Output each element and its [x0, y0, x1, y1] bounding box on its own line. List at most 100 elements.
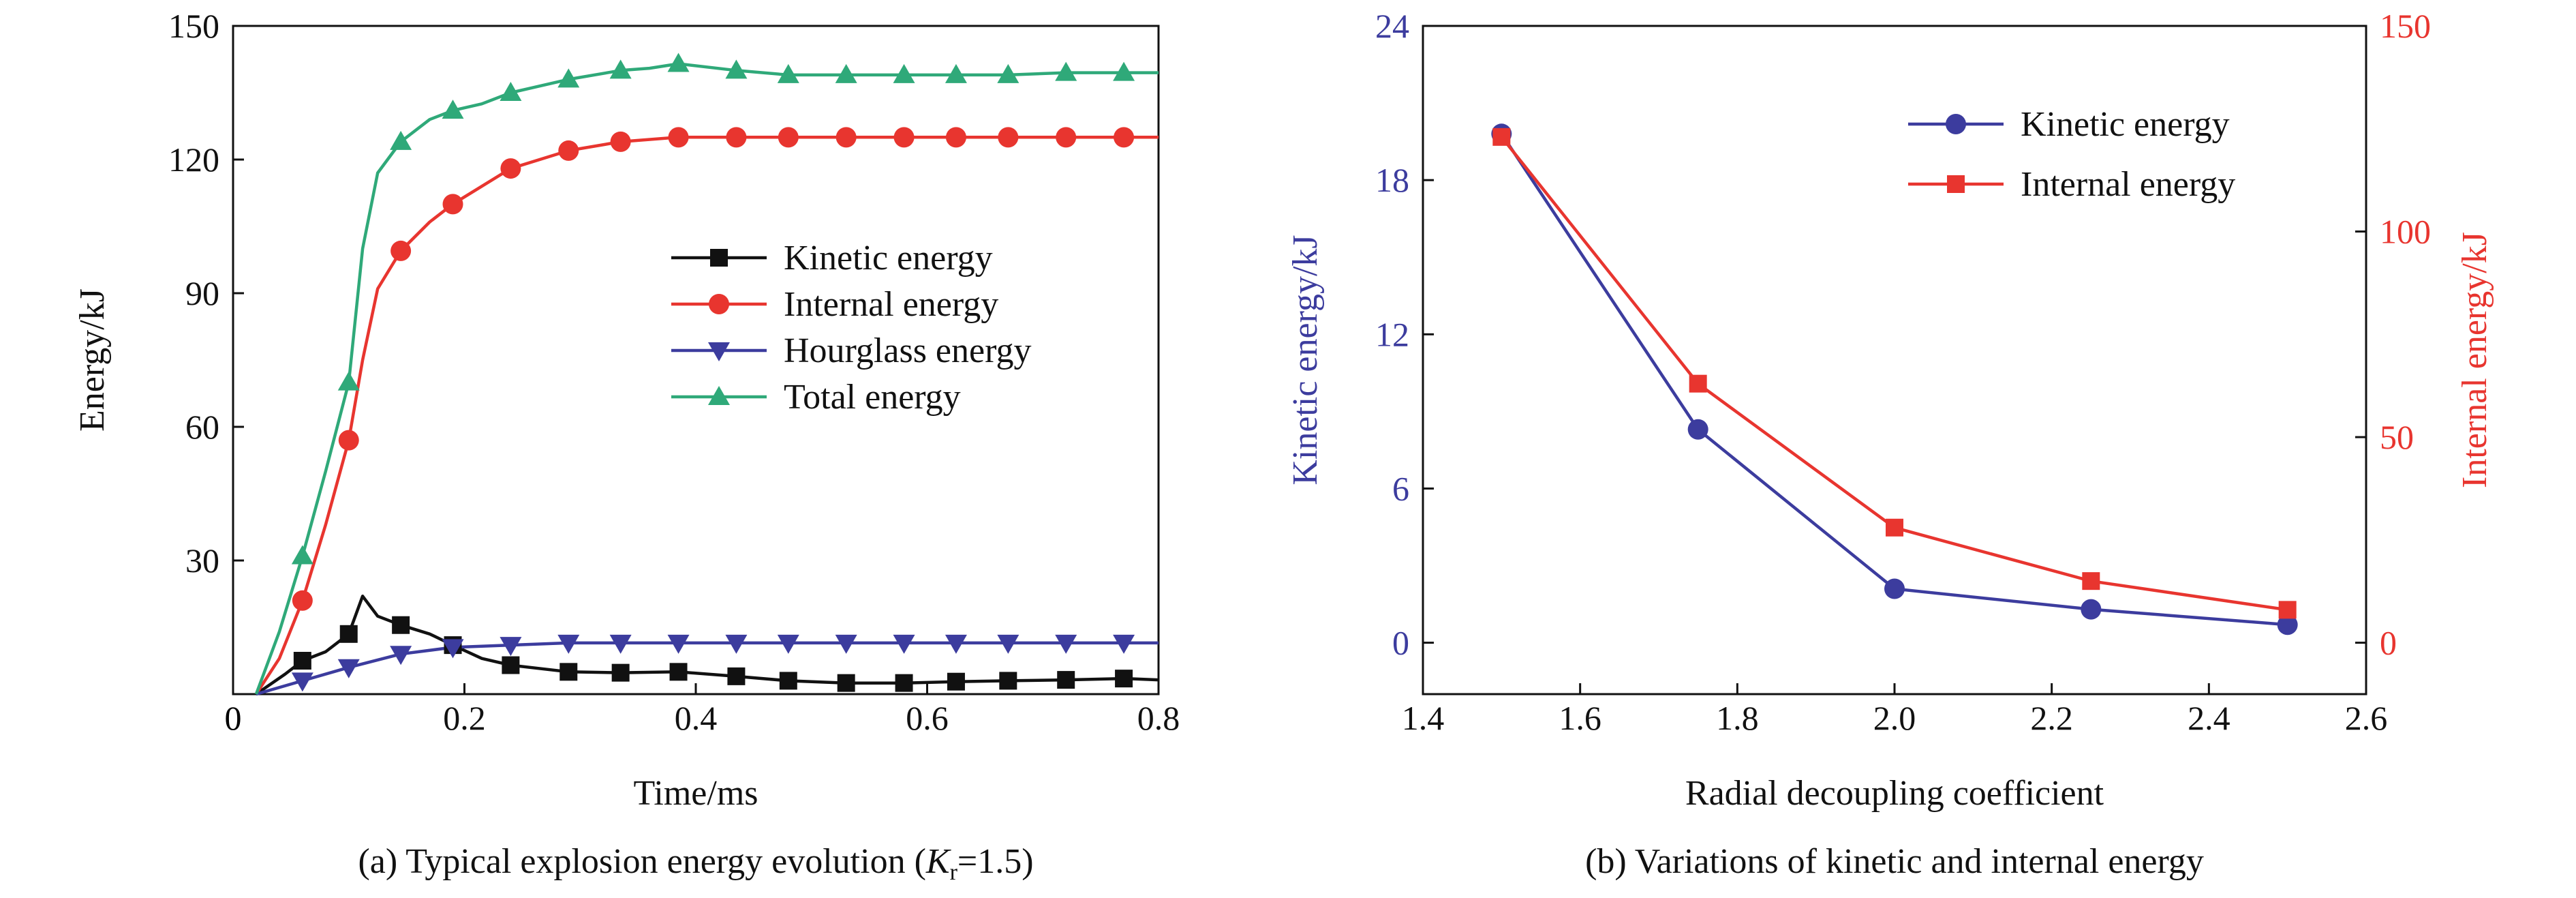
- panel-b-x-tick-label: 2.4: [2188, 699, 2230, 737]
- panel-a-x-tick-label: 0.8: [1137, 699, 1180, 737]
- panel-b-energy-variation: 1.4 1.6 1.8 2.0 2.2 2.4 2.6 0 6 12 18 24 0 50 100 150 K…: [1286, 7, 2494, 881]
- panel-a-legend-label-kinetic-energy: Kinetic energy: [784, 239, 993, 278]
- panel-a-marker-kinetic-energy: [392, 616, 410, 634]
- panel-a-marker-hourglass-energy: [500, 637, 522, 657]
- panel-a-marker-total-energy: [1055, 61, 1077, 81]
- panel-b-right-y-tick-label: 150: [2380, 7, 2431, 45]
- panel-b-marker-internal-energy: [1689, 374, 1707, 393]
- panel-a-legend-marker-kinetic-energy: [710, 249, 728, 267]
- panel-a-legend-label-hourglass-energy: Hourglass energy: [784, 331, 1031, 370]
- panel-a-marker-hourglass-energy: [835, 634, 857, 654]
- panel-a-marker-hourglass-energy: [1055, 634, 1077, 654]
- panel-a-marker-hourglass-energy: [442, 639, 464, 659]
- panel-a-marker-kinetic-energy: [947, 672, 965, 691]
- panel-a-marker-total-energy: [667, 53, 690, 72]
- panel-a-series-markers: [291, 53, 1135, 692]
- panel-a-line-hourglass-energy: [256, 641, 1159, 696]
- panel-a-marker-internal-energy: [893, 127, 915, 148]
- panel-b-marker-internal-energy: [2082, 572, 2100, 590]
- panel-a-marker-internal-energy: [1114, 127, 1135, 148]
- panel-a-marker-total-energy: [945, 63, 967, 83]
- panel-b-legend-marker-kinetic-energy: [1946, 114, 1966, 134]
- panel-a-y-axis-label: Energy/kJ: [73, 288, 112, 432]
- panel-a-marker-kinetic-energy: [293, 652, 311, 670]
- panel-a-marker-hourglass-energy: [291, 672, 313, 692]
- panel-a-marker-internal-energy: [998, 127, 1019, 148]
- panel-a-marker-total-energy: [725, 59, 748, 79]
- panel-a-marker-kinetic-energy: [669, 663, 688, 681]
- panel-a-marker-internal-energy: [610, 131, 631, 152]
- panel-a-y-tick-label: 30: [185, 541, 219, 580]
- panel-a-marker-total-energy: [557, 68, 580, 88]
- panel-b-x-tick-label: 1.8: [1716, 699, 1759, 737]
- panel-a-marker-total-energy: [893, 63, 915, 83]
- panel-a-marker-internal-energy: [668, 127, 689, 148]
- panel-a-marker-total-energy: [500, 82, 522, 101]
- panel-b-x-tick-label: 1.6: [1559, 699, 1601, 737]
- panel-a-marker-internal-energy: [500, 158, 521, 179]
- panel-a-marker-hourglass-energy: [945, 634, 967, 654]
- panel-a-legend-marker-hourglass-energy: [708, 342, 730, 361]
- panel-b-left-y-tick-label: 12: [1375, 315, 1409, 353]
- panel-a-marker-kinetic-energy: [1115, 670, 1133, 688]
- panel-a-marker-hourglass-energy: [997, 634, 1019, 654]
- panel-a-marker-internal-energy: [558, 140, 579, 161]
- panel-b-marker-internal-energy: [2278, 601, 2297, 619]
- panel-a-marker-kinetic-energy: [1057, 671, 1075, 689]
- panel-b-series-markers: [1491, 123, 2298, 635]
- panel-b-left-y-tick-label: 18: [1375, 161, 1409, 199]
- panel-a-marker-internal-energy: [292, 590, 313, 611]
- panel-b-marker-internal-energy: [1492, 128, 1511, 146]
- panel-a-marker-kinetic-energy: [727, 667, 746, 685]
- panel-a-marker-total-energy: [777, 63, 799, 83]
- panel-a-marker-hourglass-energy: [609, 634, 632, 654]
- panel-a-x-tick-label: 0.4: [675, 699, 718, 737]
- panel-a-caption-variable: K: [925, 842, 951, 881]
- panel-a-marker-kinetic-energy: [895, 674, 913, 692]
- panel-b-left-y-tick-label: 6: [1392, 469, 1409, 507]
- panel-b-marker-kinetic-energy: [1687, 419, 1708, 440]
- panel-b-marker-kinetic-energy: [2277, 614, 2298, 635]
- panel-b-right-y-axis-label: Internal energy/kJ: [2455, 232, 2494, 488]
- panel-a-marker-kinetic-energy: [779, 672, 797, 690]
- panel-a-y-tick-label: 90: [185, 274, 219, 312]
- panel-a-caption-prefix: (a) Typical explosion energy evolution (: [358, 842, 925, 881]
- panel-a-marker-internal-energy: [442, 194, 463, 215]
- panel-a-marker-hourglass-energy: [777, 634, 799, 654]
- panel-a-caption-subscript: r: [950, 860, 958, 885]
- panel-a-marker-hourglass-energy: [1113, 634, 1135, 654]
- panel-a-marker-kinetic-energy: [502, 656, 520, 674]
- panel-a-marker-total-energy: [291, 545, 313, 565]
- panel-b-left-y-tick-label: 0: [1392, 624, 1409, 662]
- panel-a-x-tick-label: 0.6: [906, 699, 949, 737]
- panel-a-legend-marker-internal-energy: [709, 294, 729, 314]
- panel-b-x-tick-label: 2.6: [2345, 699, 2388, 737]
- panel-a-caption-suffix: =1.5): [957, 842, 1034, 881]
- panel-a-marker-kinetic-energy: [999, 672, 1017, 690]
- panel-a-marker-total-energy: [442, 100, 464, 119]
- panel-a-marker-internal-energy: [778, 127, 799, 148]
- panel-a-legend-marker-total-energy: [708, 386, 730, 405]
- panel-a-marker-hourglass-energy: [390, 646, 412, 665]
- panel-b-legend-label-internal-energy: Internal energy: [2021, 165, 2235, 204]
- panel-b-left-y-axis-label: Kinetic energy/kJ: [1286, 235, 1325, 485]
- panel-b-caption: (b) Variations of kinetic and internal e…: [1585, 842, 2204, 881]
- panel-a-energy-evolution: 0.2 0.4 0.6 0.8 30 60 90 120 150 Kinetic energy I…: [73, 7, 1180, 885]
- panel-b-marker-internal-energy: [1886, 518, 1903, 537]
- panel-b-x-tick-label: 2.0: [1873, 699, 1916, 737]
- panel-a-marker-kinetic-energy: [559, 663, 578, 681]
- panel-a-marker-kinetic-energy: [339, 625, 358, 643]
- panel-a-y-tick-label: 150: [168, 7, 219, 45]
- panel-b-legend-marker-internal-energy: [1947, 175, 1965, 193]
- panel-a-marker-hourglass-energy: [725, 634, 748, 654]
- panel-b-marker-kinetic-energy: [2081, 599, 2102, 620]
- panel-b-legend: Kinetic energy Internal energy: [1908, 105, 2235, 204]
- panel-a-ticks: 0.2 0.4 0.6 0.8 30 60 90 120 150: [168, 7, 1180, 737]
- panel-a-legend: Kinetic energy Internal energy Hourglass e…: [671, 239, 1031, 417]
- panel-b-x-tick-label: 2.2: [2030, 699, 2073, 737]
- panel-a-x-axis-label: Time/ms: [633, 774, 758, 813]
- panel-a-marker-internal-energy: [1056, 127, 1077, 148]
- panel-b-right-y-tick-label: 100: [2380, 213, 2431, 251]
